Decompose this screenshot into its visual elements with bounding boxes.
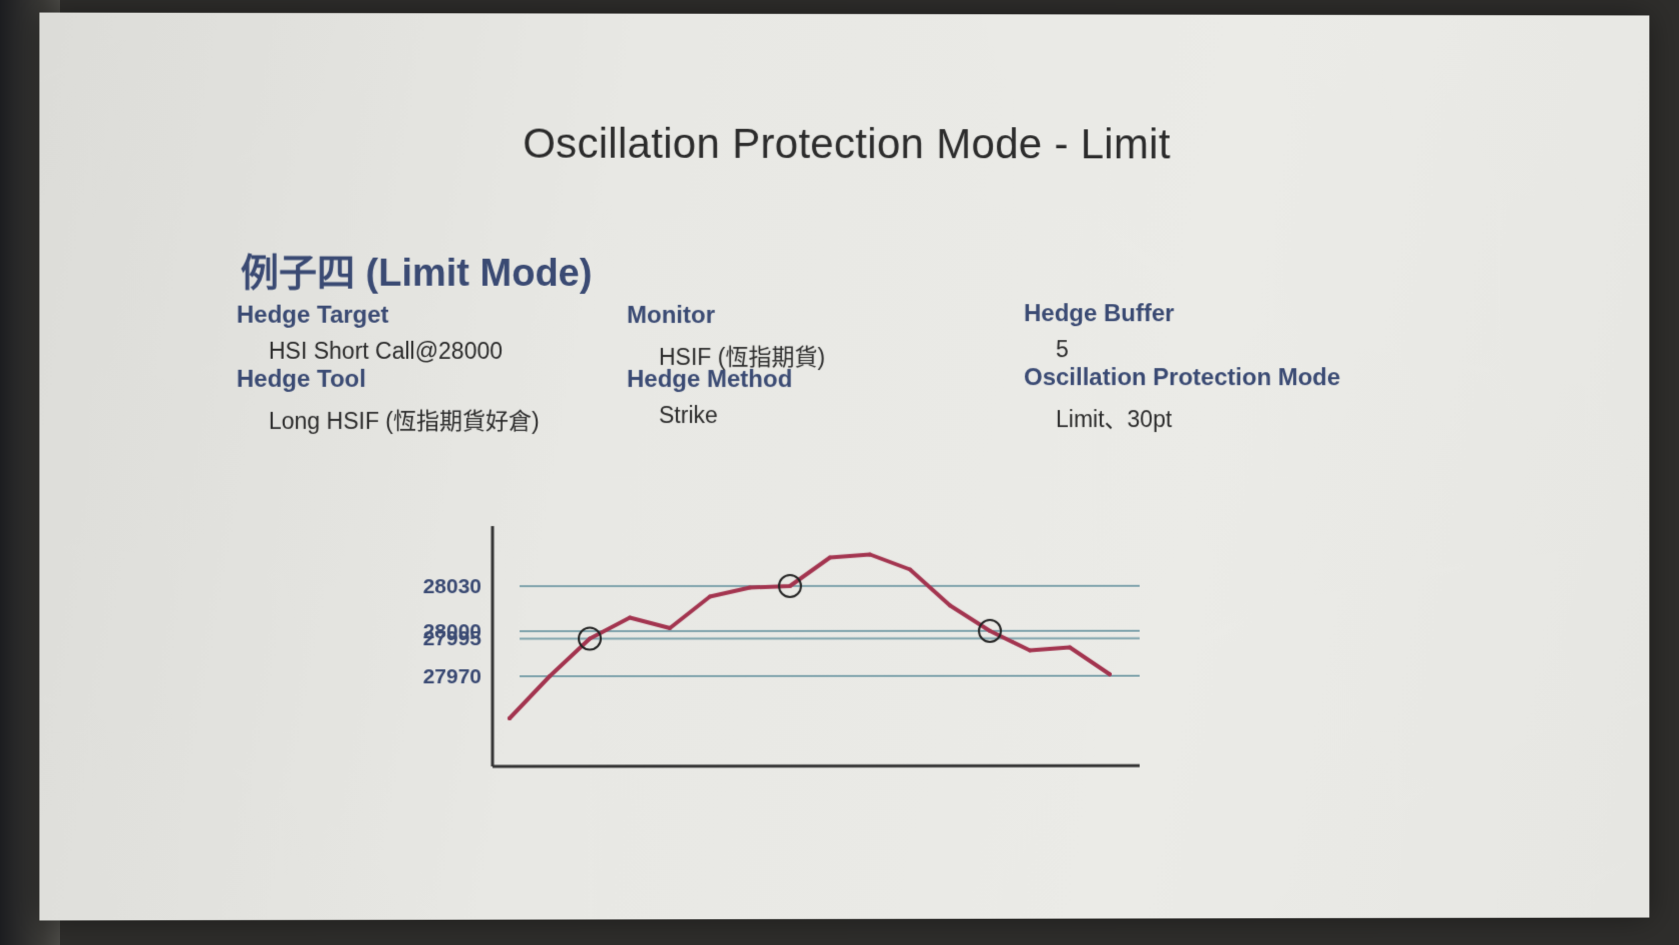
y-tick-label: 27970 xyxy=(423,665,482,688)
price-point xyxy=(788,584,792,588)
price-point xyxy=(508,716,512,720)
price-point xyxy=(1108,672,1112,676)
slide: Oscillation Protection Mode - Limit 例子四 … xyxy=(39,13,1649,921)
price-point xyxy=(668,626,672,630)
price-point xyxy=(948,603,952,607)
price-point xyxy=(988,629,992,633)
y-tick-label: 28030 xyxy=(423,575,482,598)
price-point xyxy=(748,586,752,590)
price-chart: 28030280002799527970 xyxy=(39,13,1649,921)
level-line-27970 xyxy=(520,676,1140,677)
price-point xyxy=(588,637,592,641)
price-point xyxy=(548,674,552,678)
price-point xyxy=(908,567,912,571)
price-point xyxy=(868,552,872,556)
price-point xyxy=(628,616,632,620)
price-point xyxy=(828,556,832,560)
x-axis xyxy=(493,766,1140,767)
price-point xyxy=(708,595,712,599)
price-point xyxy=(1028,648,1032,652)
price-point xyxy=(1068,645,1072,649)
y-tick-label: 27995 xyxy=(423,628,482,651)
